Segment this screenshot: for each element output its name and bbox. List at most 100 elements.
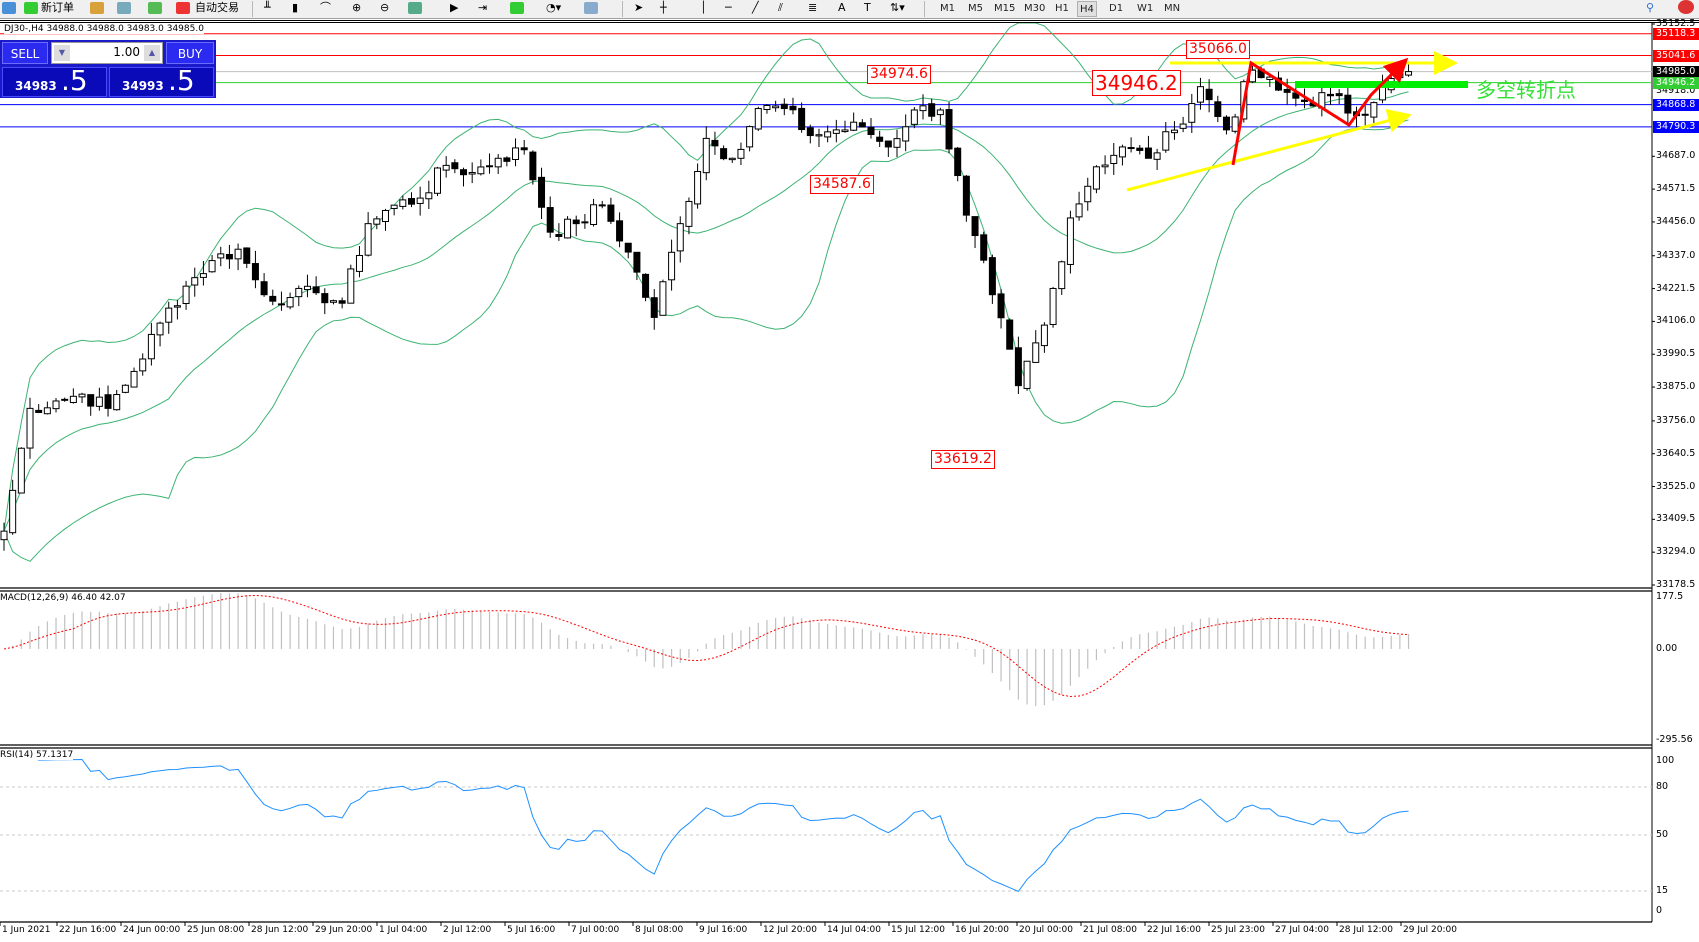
- candle: [659, 279, 667, 316]
- candle: [104, 385, 112, 417]
- rsi-axis-label: 50: [1656, 829, 1669, 840]
- templates-icon[interactable]: [584, 2, 598, 14]
- lot-increase-icon[interactable]: ▲: [144, 45, 160, 61]
- line-chart-icon[interactable]: ⌒: [320, 1, 331, 14]
- new-order-icon[interactable]: [24, 2, 38, 14]
- candle: [139, 353, 147, 376]
- candle: [1344, 85, 1352, 125]
- lot-size-input[interactable]: ▼ 1.00 ▲: [51, 42, 163, 64]
- zoom-in-icon[interactable]: ⊕: [352, 1, 362, 14]
- candle-body: [1162, 131, 1170, 151]
- timeframe-m5[interactable]: M5: [968, 3, 983, 14]
- price-axis-label: 33525.0: [1656, 480, 1696, 492]
- candle: [512, 138, 520, 167]
- candle-chart-icon[interactable]: ▮: [292, 1, 299, 14]
- candle-body: [217, 253, 225, 259]
- annotation-low-2[interactable]: 33619.2: [931, 450, 995, 469]
- candle: [746, 125, 754, 152]
- autotrading-icon[interactable]: [176, 2, 190, 14]
- timeframe-h4[interactable]: H4: [1077, 1, 1097, 17]
- candle-body: [1379, 86, 1387, 101]
- timeframe-m30[interactable]: M30: [1024, 3, 1046, 14]
- candle-body: [876, 136, 884, 142]
- time-axis-label: 22 Jul 16:00: [1147, 925, 1201, 935]
- candle: [945, 102, 953, 154]
- level-price-label: 35118.3: [1653, 27, 1699, 40]
- autoscroll-icon[interactable]: ▶: [450, 1, 459, 14]
- candle-body: [381, 209, 389, 223]
- candle: [295, 285, 303, 307]
- text-label-icon[interactable]: T: [864, 1, 871, 14]
- turning-point-label[interactable]: 多空转折点: [1476, 78, 1576, 102]
- candle-body: [1188, 103, 1196, 123]
- annotation-low-1[interactable]: 34587.6: [810, 175, 874, 194]
- candle-body: [936, 109, 944, 116]
- arrows-icon[interactable]: ⇅▾: [890, 1, 905, 14]
- candle: [529, 150, 537, 185]
- candle-body: [78, 393, 86, 398]
- candle: [9, 479, 17, 535]
- signals-icon[interactable]: [117, 2, 131, 14]
- candle: [1110, 142, 1118, 175]
- crosshair-icon[interactable]: ┼: [660, 1, 667, 14]
- annotation-pivot-price[interactable]: 34946.2: [1092, 70, 1181, 96]
- candle-body: [988, 257, 996, 296]
- lot-decrease-icon[interactable]: ▼: [54, 45, 70, 61]
- candle: [624, 242, 632, 259]
- buy-button[interactable]: BUY: [166, 42, 214, 64]
- timeframe-w1[interactable]: W1: [1137, 3, 1154, 14]
- annotation-high-1[interactable]: 34974.6: [867, 65, 931, 84]
- lot-value[interactable]: 1.00: [113, 45, 140, 59]
- separator: [252, 1, 253, 17]
- zoom-out-icon[interactable]: ⊖: [380, 1, 390, 14]
- horizontal-line-icon[interactable]: ─: [725, 1, 732, 14]
- notification-icon[interactable]: [1678, 0, 1694, 14]
- candle: [841, 120, 849, 133]
- search-icon[interactable]: [2, 2, 16, 14]
- candle-body: [338, 300, 346, 304]
- buy-price[interactable]: 34993 .5: [109, 64, 214, 97]
- new-order-button[interactable]: 新订单: [41, 1, 74, 14]
- trendline-icon[interactable]: ╱: [752, 1, 759, 14]
- timeframe-m1[interactable]: M1: [940, 3, 955, 14]
- vertical-line-icon[interactable]: │: [700, 1, 707, 14]
- cursor-icon[interactable]: ➤: [634, 1, 644, 14]
- annotation-high-2[interactable]: 35066.0: [1186, 40, 1250, 59]
- candle-body: [199, 273, 207, 278]
- candle-body: [69, 395, 77, 404]
- candle: [1266, 75, 1274, 88]
- candle: [919, 94, 927, 120]
- candle: [1092, 165, 1100, 194]
- search-icon[interactable]: ⚲: [1646, 1, 1655, 14]
- timeframe-h1[interactable]: H1: [1055, 3, 1069, 14]
- candle: [1327, 84, 1335, 105]
- tile-icon[interactable]: [408, 2, 422, 14]
- candle: [486, 153, 494, 174]
- text-icon[interactable]: A: [838, 1, 846, 14]
- price-axis-label: 33640.5: [1656, 447, 1696, 459]
- candle-body: [1214, 101, 1222, 117]
- candle-body: [798, 107, 806, 131]
- candle: [121, 384, 129, 394]
- sell-button[interactable]: SELL: [2, 42, 48, 64]
- candle-body: [1058, 261, 1066, 290]
- candle-body: [1283, 88, 1291, 93]
- candle-body: [260, 281, 268, 296]
- chart-shift-icon[interactable]: ⇥: [478, 1, 488, 14]
- history-icon[interactable]: [90, 2, 104, 14]
- timeframe-m15[interactable]: M15: [994, 3, 1016, 14]
- timeframe-mn[interactable]: MN: [1164, 3, 1181, 14]
- autotrading-button[interactable]: 自动交易: [195, 1, 239, 14]
- periods-icon[interactable]: ◔▾: [546, 1, 562, 14]
- sell-price[interactable]: 34983 .5: [2, 64, 107, 97]
- time-axis-label: 2 Jul 12:00: [443, 925, 492, 935]
- fibonacci-icon[interactable]: ≣: [808, 1, 818, 14]
- bar-chart-icon[interactable]: ╨: [264, 1, 271, 14]
- equidistant-channel-icon[interactable]: ⫽: [778, 1, 783, 14]
- candle-body: [763, 104, 771, 111]
- indicators-icon[interactable]: [510, 2, 524, 14]
- timeframe-d1[interactable]: D1: [1109, 3, 1124, 14]
- market-icon[interactable]: [148, 2, 162, 14]
- candle-body: [772, 105, 780, 109]
